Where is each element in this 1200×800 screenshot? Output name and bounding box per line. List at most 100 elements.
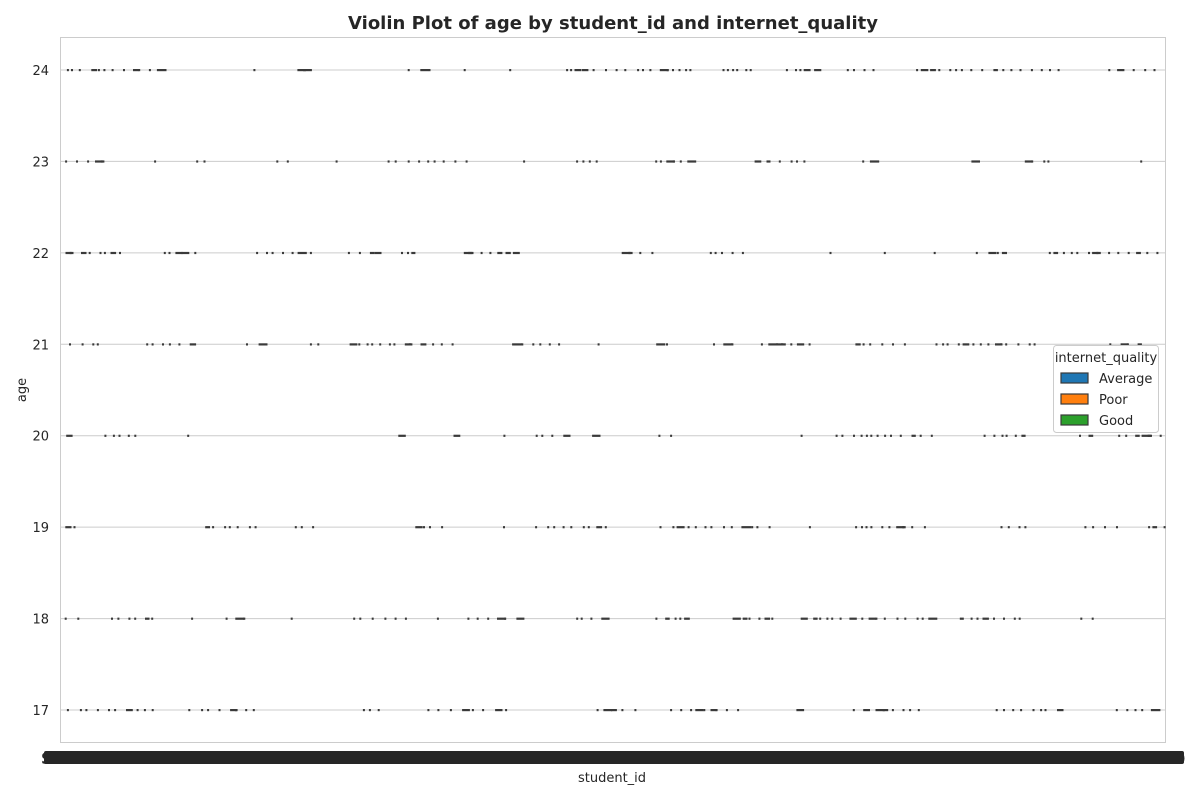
violin-mark-age-19-35 — [741, 526, 752, 529]
violin-mark-age-23-12 — [394, 160, 397, 163]
legend-swatch-poor — [1060, 393, 1089, 405]
violin-mark-age-19-28 — [676, 526, 685, 529]
violin-mark-age-18-43 — [819, 617, 822, 620]
violin-mark-age-21-50 — [892, 343, 894, 346]
violin-mark-age-18-34 — [684, 617, 690, 620]
violin-mark-age-19-39 — [808, 526, 811, 529]
violin-mark-age-20-23 — [870, 434, 873, 437]
violin-mark-age-18-48 — [861, 617, 864, 620]
violin-mark-age-21-58 — [979, 343, 982, 346]
violin-mark-age-21-42 — [781, 343, 786, 346]
y-tick-label-17: 17 — [32, 704, 49, 719]
violin-mark-age-23-43 — [1047, 160, 1050, 163]
violin-mark-age-24-13 — [297, 69, 306, 72]
violin-mark-age-22-31 — [497, 251, 503, 255]
violin-mark-age-19-6 — [236, 526, 239, 529]
violin-mark-age-22-24 — [401, 251, 403, 255]
violin-mark-age-17-48 — [891, 709, 894, 712]
violin-mark-age-17-50 — [909, 709, 912, 712]
violin-mark-age-24-46 — [803, 69, 811, 72]
violin-mark-age-22-55 — [1088, 251, 1090, 255]
violin-mark-age-21-11 — [258, 343, 268, 346]
violin-mark-age-22-50 — [1048, 251, 1051, 255]
violin-mark-age-24-74 — [1153, 69, 1156, 72]
violin-mark-age-24-1 — [71, 69, 73, 72]
violin-mark-age-19-47 — [902, 526, 905, 529]
violin-mark-age-22-19 — [309, 251, 312, 255]
violin-mark-age-20-31 — [983, 434, 986, 437]
violin-mark-age-19-15 — [441, 526, 444, 529]
violin-mark-age-17-7 — [136, 709, 139, 712]
violin-mark-age-18-16 — [384, 617, 387, 620]
violin-mark-age-21-38 — [731, 343, 734, 346]
violin-mark-age-21-10 — [246, 343, 248, 346]
violin-mark-age-18-30 — [655, 617, 658, 620]
violin-mark-age-18-33 — [679, 617, 682, 620]
violin-mark-age-18-63 — [1013, 617, 1016, 620]
violin-mark-age-22-32 — [505, 251, 511, 255]
violin-mark-age-19-32 — [710, 526, 713, 529]
violin-mark-age-20-2 — [112, 434, 115, 437]
violin-mark-age-18-23 — [497, 617, 506, 620]
violin-mark-age-17-4 — [108, 709, 110, 712]
violin-mark-age-20-12 — [551, 434, 554, 437]
violin-mark-age-19-59 — [1152, 526, 1158, 529]
violin-mark-age-24-22 — [574, 69, 582, 72]
violin-mark-age-21-48 — [869, 343, 872, 346]
violin-mark-age-19-40 — [855, 526, 858, 529]
violin-mark-age-20-16 — [670, 434, 673, 437]
violin-mark-age-18-22 — [487, 617, 490, 620]
violin-mark-age-24-2 — [78, 69, 81, 72]
violin-mark-age-23-14 — [418, 160, 421, 163]
violin-mark-age-24-50 — [863, 69, 866, 72]
violin-mark-age-24-70 — [1117, 69, 1123, 72]
violin-mark-age-19-21 — [570, 526, 573, 529]
violin-mark-age-17-32 — [621, 709, 624, 712]
violin-mark-age-23-39 — [971, 160, 980, 163]
violin-mark-age-18-10 — [235, 617, 245, 620]
violin-mark-age-23-37 — [862, 160, 865, 163]
violin-mark-age-23-21 — [576, 160, 579, 163]
violin-mark-age-17-3 — [96, 709, 99, 712]
violin-mark-age-23-28 — [672, 160, 675, 163]
violin-mark-age-24-53 — [920, 69, 929, 72]
violin-mark-age-18-55 — [921, 617, 924, 620]
violin-mark-age-17-41 — [725, 709, 728, 712]
violin-mark-age-24-21 — [570, 69, 573, 72]
violin-mark-age-19-24 — [596, 526, 603, 529]
violin-mark-age-19-46 — [896, 526, 906, 529]
violin-mark-age-21-30 — [539, 343, 542, 346]
violin-mark-age-18-53 — [904, 617, 907, 620]
violin-mark-age-20-34 — [1005, 434, 1008, 437]
violin-mark-age-19-31 — [704, 526, 707, 529]
violin-mark-age-24-14 — [303, 69, 312, 72]
violin-mark-age-18-66 — [1091, 617, 1094, 620]
violin-mark-age-24-57 — [955, 69, 958, 72]
violin-mark-age-17-5 — [114, 709, 117, 712]
legend: internet_quality Average Poor Good — [1053, 345, 1159, 433]
violin-mark-age-22-44 — [883, 251, 886, 255]
violin-mark-age-24-30 — [649, 69, 652, 72]
violin-mark-age-18-32 — [674, 617, 677, 620]
violin-mark-age-22-38 — [709, 251, 712, 255]
violin-mark-age-19-8 — [254, 526, 257, 529]
violin-mark-age-23-33 — [778, 160, 781, 163]
violin-mark-age-19-50 — [1000, 526, 1003, 529]
violin-mark-age-18-1 — [77, 617, 80, 620]
violin-mark-age-22-47 — [988, 251, 997, 255]
violin-mark-age-22-42 — [741, 251, 744, 255]
violin-mark-age-22-49 — [1001, 251, 1007, 255]
violin-mark-age-17-35 — [680, 709, 683, 712]
violin-mark-age-17-58 — [1044, 709, 1047, 712]
violin-mark-age-21-2 — [92, 343, 95, 346]
violin-mark-age-21-63 — [1017, 343, 1020, 346]
violin-mark-age-22-51 — [1053, 251, 1059, 255]
violin-mark-age-21-23 — [420, 343, 427, 346]
violin-mark-age-17-46 — [875, 709, 885, 712]
violin-mark-age-19-7 — [248, 526, 251, 529]
violin-mark-age-21-45 — [808, 343, 811, 346]
violin-mark-age-17-62 — [1134, 709, 1137, 712]
violin-mark-age-22-2 — [81, 251, 87, 255]
violin-mark-age-22-63 — [1156, 251, 1159, 255]
violin-mark-age-18-56 — [928, 617, 938, 620]
